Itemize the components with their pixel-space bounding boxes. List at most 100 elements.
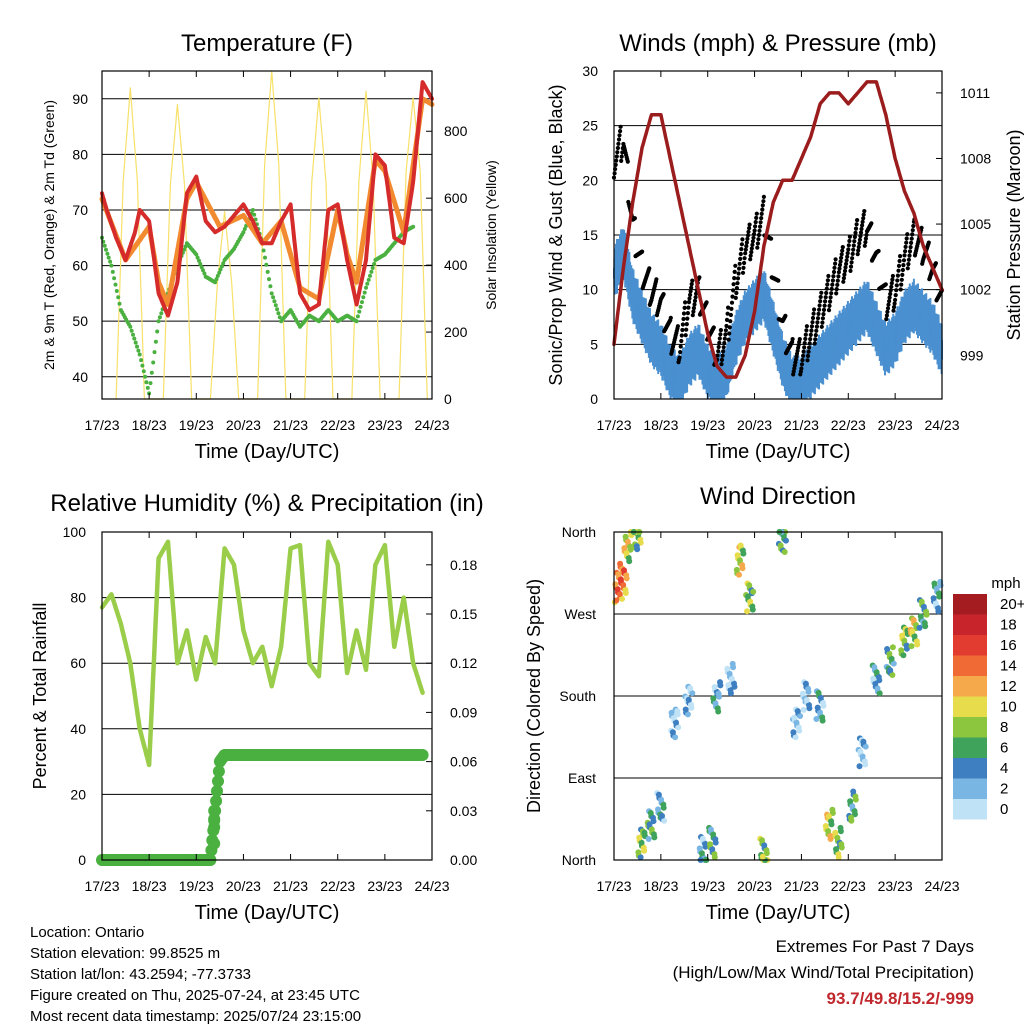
winds-gust-point [895, 278, 900, 283]
winds-gust-point [824, 286, 829, 291]
winds-gust-point [857, 241, 862, 246]
winds-gust-point [726, 305, 731, 310]
direction-point [932, 600, 939, 607]
temperature-dewpoint-point [153, 339, 158, 344]
direction-point [739, 562, 746, 568]
winds-gust-point [808, 332, 813, 337]
winds-gust-point [910, 228, 915, 233]
winds-x-tick-label: 20/23 [737, 417, 772, 433]
direction-point [612, 581, 619, 588]
winds-gust-point [845, 251, 850, 256]
winds-gust-point [737, 266, 742, 271]
humidity-y-tick-label: 100 [63, 524, 87, 540]
temperature-dewpoint-point [368, 273, 372, 278]
winds-gust-point [732, 276, 737, 281]
winds-gust-point [722, 336, 727, 341]
winds-y-tick-label: 10 [582, 282, 598, 298]
direction-point [687, 685, 694, 692]
temperature-dewpoint-point [360, 300, 364, 305]
winds-gust-point [690, 313, 695, 318]
winds-gust-point [734, 290, 739, 296]
humidity-y2-tick-label: 0.00 [450, 852, 477, 868]
direction-legend-swatch [953, 655, 987, 676]
winds-y-tick-label: 30 [582, 63, 598, 79]
temperature-dewpoint-point [354, 319, 359, 324]
direction-point [733, 566, 740, 573]
winds-gust-point [681, 316, 686, 322]
winds-gust-point [681, 311, 687, 316]
direction-legend-label: 2 [1000, 781, 1008, 798]
direction-point [888, 655, 895, 662]
winds-gust-point [857, 237, 863, 242]
direction-point [675, 724, 682, 731]
winds-gust-point [758, 224, 763, 229]
winds-gust-point [819, 290, 824, 295]
humidity-y-tick-label: 0 [78, 852, 86, 868]
winds-gust-point [839, 252, 844, 257]
winds-gust-point [864, 232, 869, 238]
direction-point [874, 685, 881, 692]
humidity-y2-tick-label: 0.18 [450, 557, 477, 573]
direction-point [817, 694, 824, 701]
temperature-x-tick-label: 21/23 [273, 417, 308, 433]
winds-gust-point [899, 282, 904, 287]
direction-point [709, 846, 716, 853]
temperature-dewpoint-point [182, 247, 187, 252]
winds-gust-point [724, 317, 730, 322]
winds-gust-point [722, 340, 727, 346]
temperature-dewpoint-point [105, 251, 110, 256]
direction-point [901, 637, 908, 644]
temperature-dewpoint-point [275, 307, 280, 312]
direction-point [660, 801, 667, 808]
winds-gust-point [909, 240, 914, 245]
temperature-dewpoint-point [217, 270, 222, 275]
winds-gust-point [897, 258, 902, 264]
direction-point [838, 841, 845, 848]
temperature-plot-frame [101, 70, 433, 400]
winds-gust-point [815, 316, 821, 321]
winds-gust-point [802, 341, 807, 346]
winds-gust-point [729, 300, 735, 305]
winds-gust-point [760, 207, 765, 212]
temperature-dewpoint-point [242, 227, 247, 231]
winds-gust-point [818, 299, 823, 304]
winds-gust-point [725, 311, 730, 316]
direction-point [627, 543, 633, 550]
direction-point [696, 845, 703, 852]
direction-point [837, 824, 844, 831]
temperature-dewpoint-point [145, 385, 150, 390]
humidity-y2-tick-label: 0.03 [450, 803, 477, 819]
direction-point [793, 719, 800, 726]
winds-y-tick-label: 15 [582, 227, 598, 243]
winds-gust-point [731, 282, 736, 287]
temperature-y2-tick-label: 600 [444, 190, 468, 206]
direction-point [641, 829, 648, 836]
direction-point [711, 684, 718, 690]
winds-gust-point [683, 300, 688, 305]
winds-gust-point [748, 253, 753, 258]
winds-gust-point [848, 264, 854, 269]
direction-point [817, 709, 823, 716]
direction-point [640, 844, 647, 851]
temperature-y2-axis-label: Solar Insolation (Yellow) [483, 160, 499, 310]
direction-point [908, 643, 915, 650]
winds-gust-point [904, 240, 909, 245]
temperature-dewpoint-point [199, 265, 204, 270]
direction-point [876, 690, 883, 697]
direction-y-tick-label: South [559, 688, 596, 704]
temperature-dewpoint-point [252, 212, 257, 217]
winds-gust-point [804, 328, 809, 333]
station-metadata: Location: Ontario Station elevation: 99.… [30, 922, 361, 1027]
winds-gust-point [729, 306, 734, 311]
winds-gust-point [846, 243, 851, 248]
direction-point [672, 734, 679, 741]
winds-gust-point [876, 248, 881, 254]
direction-legend-swatch [953, 799, 987, 820]
temperature-dewpoint-point [198, 262, 203, 266]
winds-gust-point [839, 255, 844, 260]
direction-point [747, 598, 754, 605]
winds-gust-point [819, 324, 824, 329]
winds-gust-point [847, 234, 853, 239]
direction-point [647, 810, 654, 816]
direction-point [913, 638, 920, 645]
